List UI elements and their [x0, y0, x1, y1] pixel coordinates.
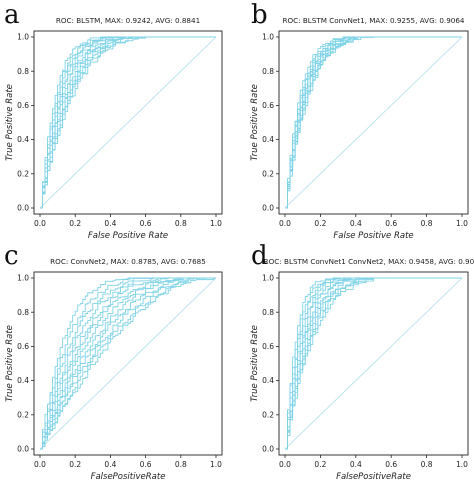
plot-frame [278, 271, 469, 456]
plot-frame [33, 30, 223, 215]
x-tick-label: 0.2 [314, 219, 326, 228]
diagonal-line [284, 277, 463, 450]
x-tick-label: 1.0 [210, 219, 222, 228]
y-tick-label: 0.6 [17, 101, 29, 110]
roc-curve-12 [285, 36, 462, 209]
chart-title: ROC: BLSTM ConvNet1, MAX: 0.9255, AVG: 0… [283, 16, 465, 25]
y-tick-label: 0.0 [17, 445, 29, 454]
x-tick-label: 0.4 [350, 219, 362, 228]
x-tick-label: 1.0 [456, 219, 468, 228]
y-tick-label: 1.0 [17, 274, 29, 283]
panel-letter: c [4, 241, 19, 271]
y-tick-label: 0.2 [17, 169, 29, 178]
x-tick-label: 0.2 [314, 460, 326, 469]
y-tick-label: 0.0 [262, 445, 274, 454]
y-axis-label: True Positive Rate [250, 325, 260, 402]
y-axis-label: True Positive Rate [5, 325, 15, 402]
x-tick-label: 0.0 [279, 219, 291, 228]
x-tick-label: 0.0 [279, 460, 291, 469]
panel-letter: b [251, 0, 268, 30]
roc-panel-b: b ROC: BLSTM ConvNet1, MAX: 0.9255, AVG:… [237, 0, 474, 240]
roc-chart: ROC: BLSTM ConvNet1 ConvNet2, MAX: 0.945… [250, 257, 474, 481]
x-axis-label: FalsePositiveRate [91, 472, 166, 481]
x-axis-label: False Positive Rate [88, 231, 168, 240]
plot-frame [33, 271, 223, 456]
roc-panel-a: a ROC: BLSTM, MAX: 0.9242, AVG: 0.8841 0.… [0, 0, 237, 240]
x-tick-label: 1.0 [456, 460, 468, 469]
chart-title: ROC: BLSTM, MAX: 0.9242, AVG: 0.8841 [56, 16, 200, 25]
x-tick-label: 0.8 [175, 460, 187, 469]
y-tick-label: 0.2 [17, 410, 29, 419]
y-tick-label: 0.8 [17, 67, 29, 76]
y-tick-label: 0.6 [262, 101, 274, 110]
y-tick-label: 0.4 [17, 135, 29, 144]
diagonal-line [39, 36, 217, 209]
chart-title: ROC: BLSTM ConvNet1 ConvNet2, MAX: 0.945… [264, 257, 474, 266]
x-tick-label: 0.4 [104, 219, 116, 228]
x-tick-label: 0.4 [350, 460, 362, 469]
y-tick-label: 0.2 [262, 410, 274, 419]
x-tick-label: 0.6 [385, 219, 397, 228]
y-tick-label: 0.4 [262, 135, 274, 144]
y-tick-label: 1.0 [17, 33, 29, 42]
roc-curve-6 [40, 277, 216, 450]
x-tick-label: 0.2 [69, 219, 81, 228]
y-tick-label: 0.6 [262, 342, 274, 351]
x-tick-label: 0.2 [69, 460, 81, 469]
x-tick-label: 1.0 [210, 460, 222, 469]
roc-curve-12 [40, 36, 216, 209]
roc-panel-d: d ROC: BLSTM ConvNet1 ConvNet2, MAX: 0.9… [237, 241, 474, 481]
x-tick-label: 0.0 [34, 460, 46, 469]
y-axis-label: True Positive Rate [250, 84, 260, 161]
x-tick-label: 0.8 [421, 219, 433, 228]
diagonal-line [284, 36, 463, 209]
roc-chart: ROC: BLSTM ConvNet1, MAX: 0.9255, AVG: 0… [250, 16, 469, 240]
y-tick-label: 0.4 [17, 376, 29, 385]
y-tick-label: 0.8 [262, 67, 274, 76]
roc-curve-12 [285, 277, 462, 450]
x-tick-label: 0.8 [421, 460, 433, 469]
x-axis-label: False Positive Rate [333, 231, 413, 240]
x-axis-label: FalsePositiveRate [336, 472, 411, 481]
y-tick-label: 0.2 [262, 169, 274, 178]
chart-title: ROC: ConvNet2, MAX: 0.8785, AVG: 0.7685 [50, 257, 206, 266]
y-tick-label: 1.0 [262, 33, 274, 42]
x-tick-label: 0.6 [140, 219, 152, 228]
x-tick-label: 0.0 [34, 219, 46, 228]
x-tick-label: 0.4 [104, 460, 116, 469]
x-tick-label: 0.6 [385, 460, 397, 469]
roc-chart: ROC: ConvNet2, MAX: 0.8785, AVG: 0.7685 0… [5, 257, 223, 481]
y-tick-label: 0.0 [17, 204, 29, 213]
x-tick-label: 0.8 [175, 219, 187, 228]
y-axis-label: True Positive Rate [5, 84, 15, 161]
y-tick-label: 0.6 [17, 342, 29, 351]
roc-curve-12 [40, 277, 216, 450]
y-tick-label: 0.8 [17, 308, 29, 317]
roc-chart: ROC: BLSTM, MAX: 0.9242, AVG: 0.8841 0.0 0… [5, 16, 223, 240]
panel-letter: a [4, 0, 20, 30]
diagonal-line [39, 277, 217, 450]
panel-letter: d [251, 241, 268, 271]
roc-curve-4 [40, 277, 216, 450]
x-tick-label: 0.6 [140, 460, 152, 469]
y-tick-label: 0.8 [262, 308, 274, 317]
plot-frame [278, 30, 469, 215]
y-tick-label: 0.0 [262, 204, 274, 213]
roc-panel-c: c ROC: ConvNet2, MAX: 0.8785, AVG: 0.768… [0, 241, 237, 481]
roc-curve-1 [40, 277, 216, 450]
y-tick-label: 1.0 [262, 274, 274, 283]
y-tick-label: 0.4 [262, 376, 274, 385]
